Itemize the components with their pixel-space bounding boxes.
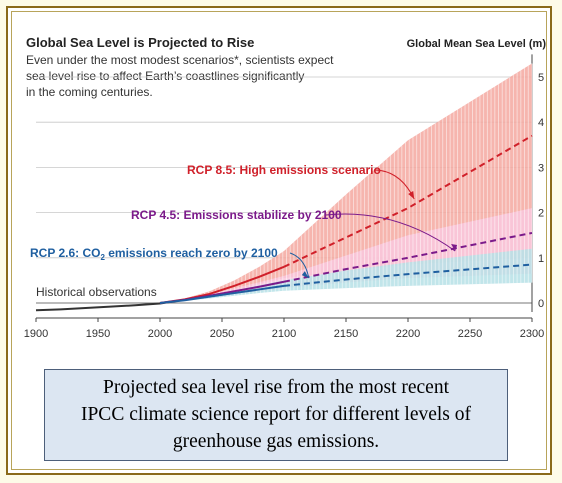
figure-inner-border [11,11,547,470]
y-tick-label-5: 5 [538,72,544,84]
y-tick-label-4: 4 [538,117,544,129]
y-tick-label-2: 2 [538,208,544,220]
series-line-dashed-rcp-2-6 [283,263,533,287]
y-tick-label-1: 1 [538,253,544,265]
series-line-solid-rcp-2-6 [159,284,285,304]
y-axis-label: Global Mean Sea Level (m) [407,38,547,50]
chart-subtitle-line-3: in the coming centuries. [26,85,153,99]
chart-subtitle-line-1: Even under the most modest scenarios*, s… [26,53,334,67]
y-tick-label-0: 0 [538,298,544,310]
series-line-dashed-rcp-4-5 [283,231,533,283]
series-line-dashed-rcp-8-5 [283,134,533,268]
leader-rcp45 [325,213,456,252]
leader-rcp26 [289,252,310,279]
x-tick-label-2000: 2000 [148,328,172,340]
band-hatching [163,63,533,303]
arrowhead-rcp85 [408,191,415,200]
y-tick-label-3: 3 [538,162,544,174]
series-line-historical-observations [35,300,173,312]
x-tick-label-2300: 2300 [520,328,544,340]
caption-line-2: IPCC climate science report for differen… [80,404,472,425]
figure-caption: Projected sea level rise from the most r… [44,369,508,461]
x-tick-label-2250: 2250 [458,328,482,340]
annotation-rcp85: RCP 8.5: High emissions scenario [187,163,381,177]
caption-line-3: greenhouse gas emissions. [172,431,380,452]
chart-subtitle-line-2: sea level rise to affect Earth’s coastli… [26,69,304,83]
chart-title: Global Sea Level is Projected to Rise [26,35,254,50]
annotation-rcp26: RCP 2.6: CO2 emissions reach zero by 210… [30,246,278,262]
x-tick-label-2150: 2150 [334,328,358,340]
annotation-historical: Historical observations [36,285,157,299]
x-tick-label-2100: 2100 [272,328,296,340]
annotation-rcp45: RCP 4.5: Emissions stabilize by 2100 [131,208,342,222]
arrowhead-rcp26 [301,271,309,279]
caption-line-1: Projected sea level rise from the most r… [103,377,449,398]
arrowhead-rcp45 [451,244,458,252]
x-tick-label-2200: 2200 [396,328,420,340]
x-tick-label-2050: 2050 [210,328,234,340]
x-tick-label-1900: 1900 [24,328,48,340]
x-tick-label-1950: 1950 [86,328,110,340]
